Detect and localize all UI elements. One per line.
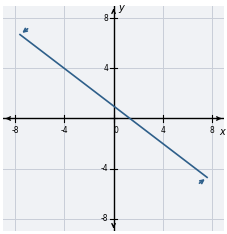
Text: 8: 8 <box>209 126 213 135</box>
Text: 0: 0 <box>113 126 118 135</box>
Text: 8: 8 <box>104 14 108 23</box>
Text: x: x <box>218 127 224 137</box>
Text: -4: -4 <box>101 164 108 173</box>
Text: -8: -8 <box>101 214 108 223</box>
Text: -4: -4 <box>60 126 68 135</box>
Text: -8: -8 <box>11 126 19 135</box>
Text: 4: 4 <box>103 64 108 73</box>
Text: y: y <box>118 3 124 13</box>
Text: 4: 4 <box>160 126 165 135</box>
